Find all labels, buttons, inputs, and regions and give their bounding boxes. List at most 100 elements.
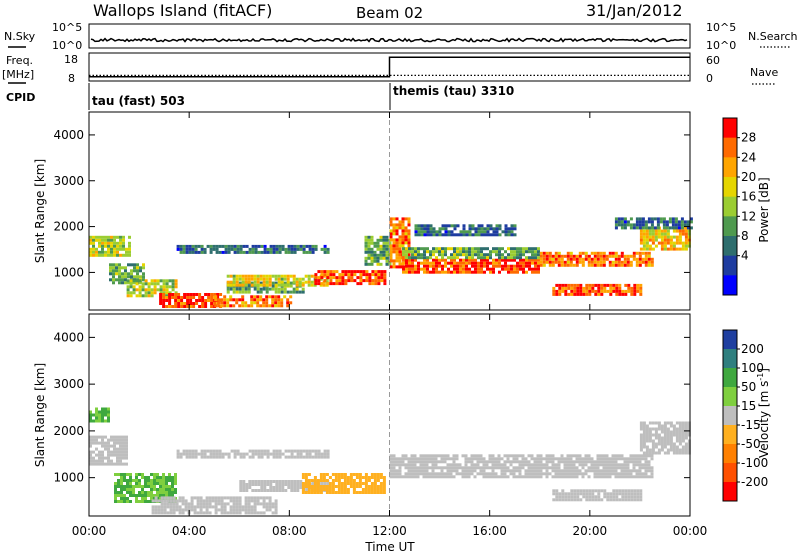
- power-cell-9: [373, 244, 377, 248]
- velocity-cell-2: [123, 500, 126, 503]
- velocity-cell-7: [650, 469, 654, 473]
- velocity-cell-7: [566, 469, 570, 473]
- power-cell-3: [177, 299, 181, 302]
- power-cell-6: [265, 287, 269, 291]
- velocity-cell-0: [92, 462, 95, 466]
- power-yaxis-label: Slant Range [km]: [33, 159, 47, 263]
- velocity-cell-6: [352, 479, 356, 482]
- velocity-cell-7: [644, 454, 648, 458]
- power-cell-10: [404, 241, 408, 245]
- power-cell-12: [444, 253, 447, 257]
- power-cell-14: [566, 254, 570, 258]
- velocity-cell-7: [584, 469, 588, 473]
- velocity-cell-7: [608, 460, 612, 464]
- power-cell-16: [669, 244, 673, 248]
- power-cell-5: [272, 244, 276, 248]
- power-cell-3: [204, 302, 208, 305]
- power-cell-0: [92, 247, 95, 251]
- velocity-cell-8: [618, 492, 622, 496]
- power-cell-8: [359, 276, 363, 280]
- velocity-cell-8: [633, 492, 637, 496]
- velocity-cell-7: [602, 466, 606, 470]
- velocity-cell-8: [567, 495, 571, 499]
- velocity-cell-7: [434, 466, 438, 470]
- velocity-cell-9: [687, 451, 691, 455]
- velocity-cell-8: [555, 492, 559, 496]
- velocity-cell-7: [605, 460, 609, 464]
- velocity-cell-7: [521, 460, 525, 464]
- velocity-cell-7: [578, 463, 582, 467]
- velocity-cell-1: [104, 419, 107, 423]
- power-cell-15: [579, 283, 583, 287]
- power-cell-6: [271, 281, 275, 285]
- velocity-cell-2: [135, 476, 138, 479]
- velocity-cell-7: [536, 475, 540, 479]
- power-cell-13: [483, 233, 487, 237]
- velocity-cell-9: [666, 442, 670, 446]
- velocity-cell-3: [169, 505, 173, 509]
- velocity-cell-3: [157, 505, 161, 509]
- power-cell-12: [411, 250, 414, 254]
- velocity-cell-0: [119, 450, 122, 454]
- power-cell-15: [561, 286, 565, 290]
- power-cell-5: [203, 247, 207, 251]
- velocity-cell-7: [596, 475, 600, 479]
- power-cell-16: [678, 241, 682, 245]
- power-cell-9: [370, 262, 374, 266]
- velocity-cell-0: [89, 456, 92, 460]
- power-cell-11: [510, 258, 513, 262]
- power-cell-16: [660, 241, 664, 245]
- velocity-cell-7: [575, 466, 579, 470]
- velocity-cell-7: [437, 472, 441, 476]
- velocity-cell-6: [331, 491, 335, 494]
- power-cell-13: [438, 227, 442, 231]
- velocity-cell-8: [594, 498, 598, 502]
- power-cell-8: [344, 279, 348, 283]
- velocity-cell-3: [235, 511, 239, 515]
- power-cell-11: [456, 270, 459, 274]
- velocity-cell-0: [110, 459, 113, 463]
- velocity-cell-0: [101, 441, 104, 445]
- velocity-cell-3: [166, 496, 170, 500]
- power-cell-11: [438, 264, 441, 268]
- power-cell-3: [195, 299, 199, 302]
- power-cell-3: [177, 302, 181, 305]
- velocity-cell-7: [530, 457, 534, 461]
- velocity-cell-0: [107, 453, 110, 457]
- power-cell-14: [644, 260, 648, 264]
- velocity-cell-7: [389, 466, 393, 470]
- velocity-cell-8: [630, 492, 634, 496]
- power-cell-11: [528, 264, 531, 268]
- power-cell-11: [537, 270, 540, 274]
- velocity-cell-4: [215, 452, 219, 456]
- velocity-cell-3: [175, 508, 179, 512]
- velocity-cell-7: [416, 460, 420, 464]
- velocity-cell-4: [248, 449, 252, 453]
- power-cell-11: [486, 258, 489, 262]
- velocity-cell-9: [648, 430, 652, 434]
- power-cell-14: [575, 260, 579, 264]
- velocity-cell-3: [196, 496, 200, 500]
- power-cell-17: [656, 220, 660, 224]
- velocity-cell-7: [482, 463, 486, 467]
- velocity-cell-3: [208, 496, 212, 500]
- freq-tick-high: 18: [64, 53, 78, 66]
- power-cell-13: [513, 224, 517, 228]
- velocity-cell-8: [624, 489, 628, 493]
- power-cell-11: [498, 264, 501, 268]
- velocity-cell-4: [290, 449, 294, 453]
- velocity-cell-7: [398, 472, 402, 476]
- power-cell-9: [370, 256, 374, 260]
- velocity-cell-3: [193, 508, 197, 512]
- velocity-cell-4: [182, 452, 186, 456]
- velocity-cell-7: [581, 457, 585, 461]
- power-cell-2: [126, 288, 130, 292]
- power-cell-15: [615, 289, 619, 293]
- velocity-cell-7: [557, 469, 561, 473]
- velocity-cell-6: [352, 473, 356, 476]
- velocity-cell-5: [290, 480, 294, 483]
- power-cell-1: [136, 272, 139, 276]
- power-cell-4: [277, 304, 281, 308]
- velocity-cell-7: [512, 460, 516, 464]
- power-cell-11: [477, 270, 480, 274]
